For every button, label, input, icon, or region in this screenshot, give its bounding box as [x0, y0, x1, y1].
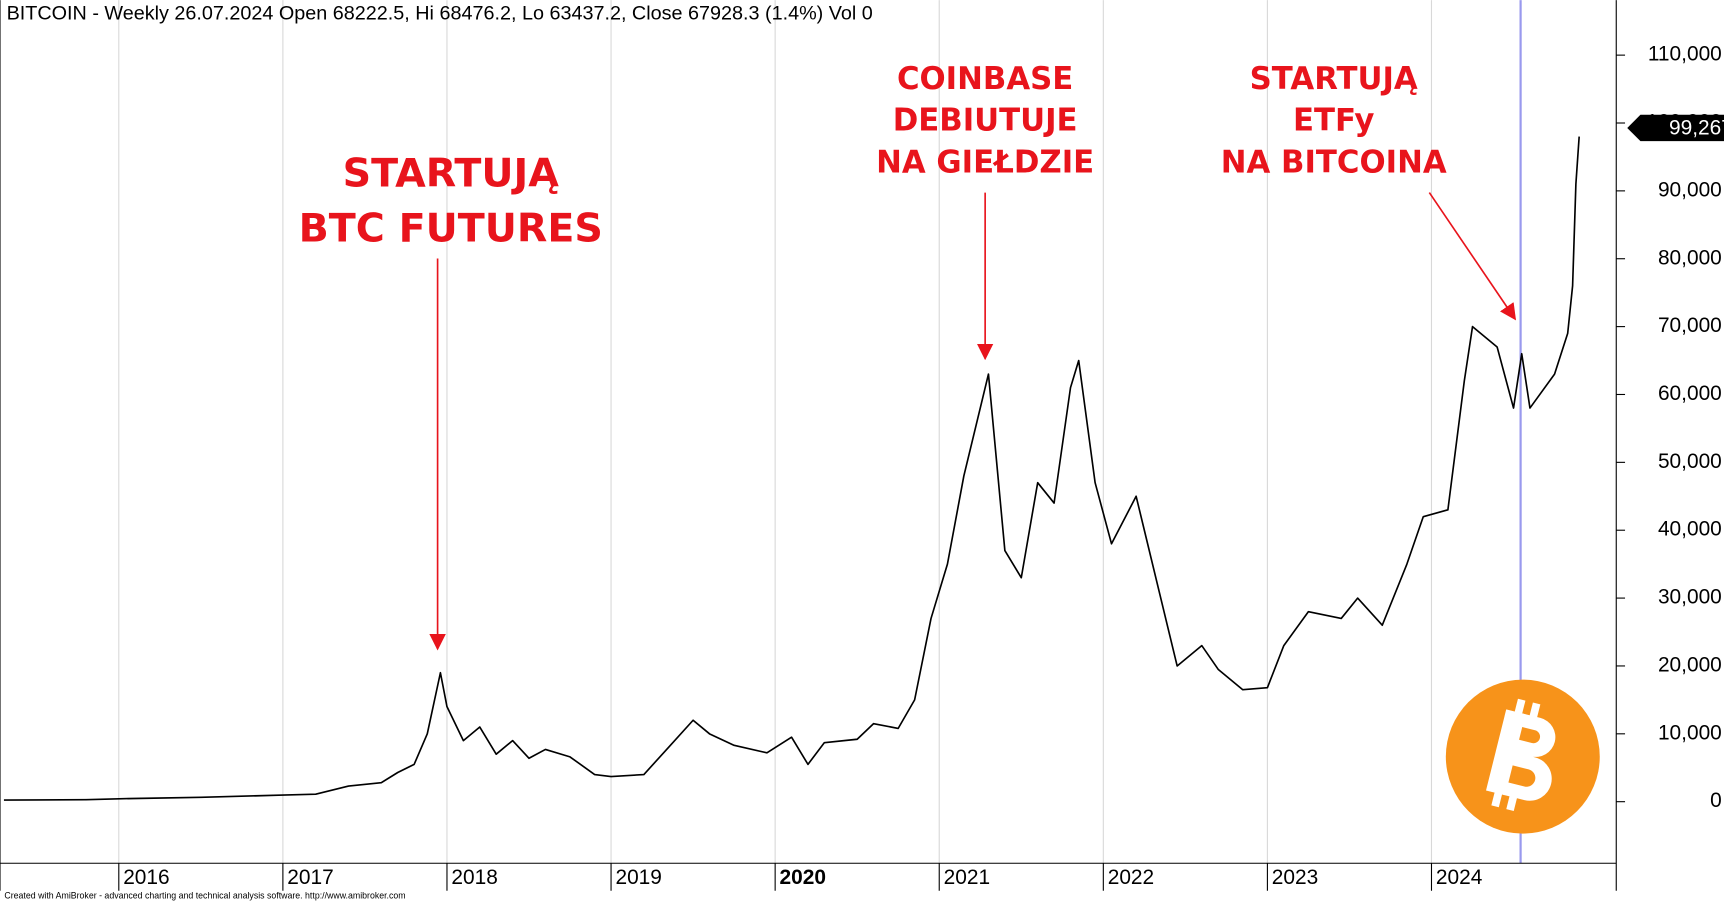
- x-tick-label: 2021: [944, 866, 990, 889]
- annotation: DEBIUTUJE: [893, 103, 1078, 139]
- x-tick-label: 2024: [1436, 866, 1482, 889]
- annotation: BTC FUTURES: [299, 206, 603, 252]
- bitcoin-logo: [1445, 679, 1600, 834]
- y-tick-label: 30,000: [1658, 586, 1722, 609]
- annotation: NA GIEŁDZIE: [876, 144, 1094, 180]
- last-price-marker: [1627, 114, 1724, 142]
- x-tick-label: 2022: [1108, 866, 1154, 889]
- x-tick-label: 2016: [123, 866, 169, 889]
- chart-title: BITCOIN - Weekly 26.07.2024 Open 68222.5…: [7, 3, 873, 25]
- price-line: [3, 136, 1580, 801]
- y-tick-label: 0: [1710, 789, 1722, 812]
- annotation: STARTUJĄ: [343, 151, 560, 197]
- y-tick-label: 70,000: [1658, 314, 1722, 337]
- last-price-label: 99,267.4: [1669, 117, 1724, 140]
- annotation: ETFy: [1293, 103, 1374, 139]
- footer: Created with AmiBroker - advanced charti…: [4, 891, 405, 901]
- y-tick-label: 60,000: [1658, 382, 1722, 405]
- arrow: [1428, 192, 1517, 321]
- y-tick-label: 40,000: [1658, 518, 1722, 541]
- y-tick-label: 50,000: [1658, 450, 1722, 473]
- annotation: COINBASE: [897, 61, 1073, 97]
- x-tick-label: 2023: [1272, 866, 1318, 889]
- annotation: STARTUJĄ: [1250, 61, 1418, 97]
- x-tick-label: 2017: [287, 866, 333, 889]
- y-tick-label: 20,000: [1658, 653, 1722, 676]
- y-tick-label: 110,000: [1648, 43, 1722, 66]
- y-tick-label: 80,000: [1658, 246, 1722, 269]
- y-tick-label: 90,000: [1658, 178, 1722, 201]
- x-tick-label: 2020: [780, 866, 826, 889]
- annotation: NA BITCOINA: [1221, 144, 1447, 180]
- x-tick-label: 2019: [615, 866, 661, 889]
- y-tick-label: 10,000: [1658, 721, 1722, 744]
- x-tick-label: 2018: [451, 866, 497, 889]
